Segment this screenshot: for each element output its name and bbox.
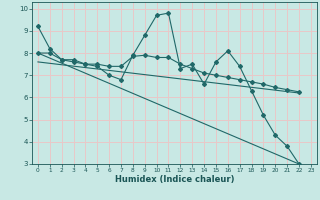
- X-axis label: Humidex (Indice chaleur): Humidex (Indice chaleur): [115, 175, 234, 184]
